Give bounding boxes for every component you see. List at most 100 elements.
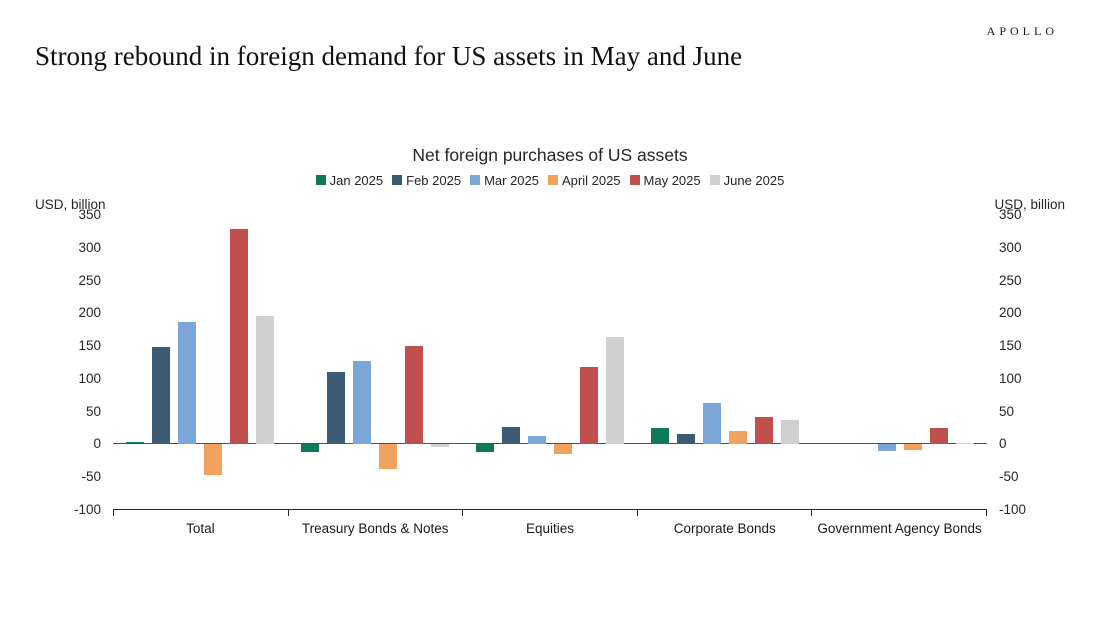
bar-slot [327, 215, 346, 509]
y-axis-tick-label: 50 [999, 403, 1015, 419]
bar [327, 372, 346, 444]
bar [579, 366, 598, 444]
bar [605, 336, 624, 444]
bar [353, 361, 372, 444]
bar-group [463, 215, 638, 509]
bar [553, 443, 572, 455]
bar [178, 322, 197, 444]
bar-slot [605, 215, 624, 509]
x-axis-tick [812, 510, 987, 516]
bar [475, 443, 494, 452]
legend-swatch-icon [629, 175, 640, 185]
legend-swatch-icon [315, 175, 326, 185]
apollo-logo: APOLLO [986, 24, 1058, 38]
y-axis-tick-label: 100 [78, 370, 101, 386]
bar [650, 428, 669, 444]
y-axis-tick-label: 50 [85, 403, 101, 419]
bar [405, 345, 424, 444]
bar-slot [126, 215, 145, 509]
chart-body: USD, billion 350 300 250 200 150 100 50 0 -50 -10… [35, 191, 1065, 536]
plot-spacer [113, 191, 987, 215]
bar-slot [826, 215, 844, 509]
y-axis-tick-label: 300 [999, 239, 1022, 255]
legend-item: June 2025 [709, 173, 784, 188]
bar-slot [929, 215, 948, 509]
bar-groups [113, 215, 987, 509]
bar-slot [204, 215, 223, 509]
y-axis-tick-label: 150 [999, 338, 1022, 354]
plot-column: Total Treasury Bonds & Notes Equities Corpo… [113, 191, 987, 536]
x-axis-tick [638, 510, 813, 516]
y-axis-ticks-right: 350 300 250 200 150 100 50 0 -50 -100 [987, 208, 1065, 517]
bar [501, 426, 520, 444]
bar [431, 443, 450, 447]
y-axis-tick-label: 200 [78, 305, 101, 321]
legend-label: Feb 2025 [406, 172, 462, 188]
bar [780, 419, 799, 444]
category-label: Equities [525, 521, 574, 536]
bar [702, 403, 721, 444]
bar [903, 443, 922, 450]
bar-slot [903, 215, 922, 509]
y-axis-tick-label: 350 [999, 207, 1022, 222]
legend-label: Jan 2025 [329, 172, 384, 188]
y-axis-tick-label: 100 [999, 370, 1022, 386]
bar-slot [501, 215, 520, 509]
bar-slot [152, 215, 171, 509]
legend-swatch-icon [547, 175, 558, 185]
legend-swatch-icon [709, 175, 720, 185]
chart-title: Net foreign purchases of US assets [412, 145, 688, 165]
x-axis-tick [463, 510, 638, 516]
bar-slot [553, 215, 572, 509]
bar-slot [754, 215, 773, 509]
bar-slot [676, 215, 695, 509]
category-label: Corporate Bonds [673, 521, 776, 536]
category-label: Total [186, 521, 215, 536]
page-title: Strong rebound in foreign demand for US … [35, 41, 743, 71]
y-axis-unit-left: USD, billion [35, 197, 106, 212]
bar-group [637, 215, 812, 509]
legend-swatch-icon [470, 175, 481, 185]
y-axis-left: USD, billion 350 300 250 200 150 100 50 0 -50 -10… [35, 191, 113, 536]
bar-group [288, 215, 463, 509]
y-axis-tick-label: 150 [78, 338, 101, 354]
bar [754, 416, 773, 444]
legend-item: Feb 2025 [392, 173, 461, 188]
bar [126, 442, 145, 444]
bar [676, 433, 695, 444]
legend-item: Mar 2025 [470, 173, 539, 188]
bar-slot [230, 215, 249, 509]
bar-slot [780, 215, 799, 509]
bar [301, 443, 320, 453]
bar-slot [852, 215, 870, 509]
bar-slot [405, 215, 424, 509]
x-axis-tick [289, 510, 464, 516]
bar-slot [527, 215, 546, 509]
bar [230, 229, 249, 444]
plot-area [113, 215, 987, 510]
y-axis-tick-label: -100 [999, 502, 1027, 517]
category-labels: Total Treasury Bonds & Notes Equities Corpo… [113, 521, 987, 536]
bar-slot [353, 215, 372, 509]
bar [152, 346, 171, 444]
bar [204, 443, 223, 476]
bar [379, 443, 398, 469]
bar-slot [379, 215, 398, 509]
bar-slot [955, 215, 974, 509]
y-axis-tick-label: -50 [999, 469, 1019, 485]
category-label: Government Agency Bonds [817, 521, 982, 536]
y-axis-tick-label: 0 [93, 436, 101, 452]
bar-slot [178, 215, 197, 509]
bar-slot [650, 215, 669, 509]
bar [877, 443, 896, 451]
y-axis-tick-label: 250 [78, 272, 101, 288]
bar-chart: Net foreign purchases of US assets Jan 2… [35, 144, 1065, 536]
bar-group [812, 215, 987, 509]
y-axis-tick-label: 350 [78, 207, 101, 222]
x-axis-tick [114, 510, 289, 516]
legend-item: Jan 2025 [315, 172, 384, 188]
y-axis-unit-right: USD, billion [994, 197, 1065, 212]
bar [728, 430, 747, 444]
y-axis-right: USD, billion 350 300 250 200 150 100 50 0 -50 -10… [987, 191, 1065, 536]
